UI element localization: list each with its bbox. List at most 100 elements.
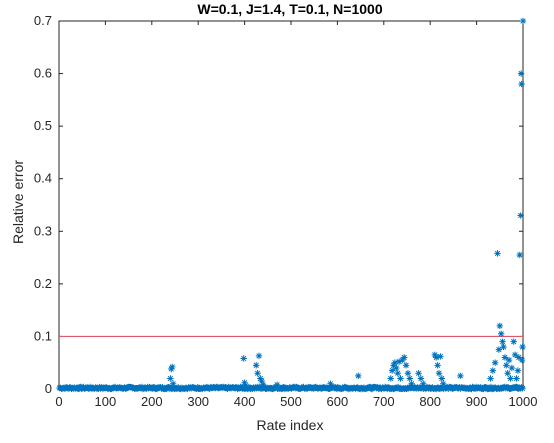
data-point <box>169 380 177 387</box>
data-point <box>510 338 517 345</box>
x-tick-label: 500 <box>280 394 302 409</box>
x-tick-label: 0 <box>55 394 62 409</box>
data-point <box>394 370 401 377</box>
data-point <box>431 351 439 359</box>
data-point <box>518 356 526 364</box>
data-point <box>402 362 410 369</box>
data-point <box>513 375 520 382</box>
x-tick-label: 1000 <box>509 394 538 409</box>
data-point <box>259 381 267 388</box>
data-point <box>499 338 506 345</box>
plot-area: 0 100 200 300 400 500 600 700 800 900 1000 0 0.1 0.2 0… <box>34 13 538 409</box>
data-point <box>388 367 396 374</box>
data-point <box>393 364 400 372</box>
data-point <box>507 375 514 382</box>
x-tick-label: 700 <box>373 394 395 409</box>
data-point <box>258 377 265 385</box>
data-point <box>420 380 427 387</box>
data-point <box>397 375 404 382</box>
baseline-point <box>224 385 231 393</box>
data-point <box>517 212 524 219</box>
data-point <box>518 80 525 88</box>
data-point <box>391 359 399 366</box>
data-point <box>500 343 507 351</box>
y-tick-label: 0.4 <box>34 171 52 186</box>
y-tick: 0.5 <box>34 118 523 133</box>
data-point <box>169 363 176 371</box>
x-tick-label: 900 <box>466 394 488 409</box>
baseline-point <box>61 385 69 393</box>
data-point <box>511 351 519 359</box>
chart-title: W=0.1, J=1.4, T=0.1, N=1000 <box>197 1 382 17</box>
data-point <box>514 367 522 374</box>
data-point <box>433 354 440 361</box>
data-point <box>273 381 281 388</box>
data-point <box>497 330 505 337</box>
data-point <box>491 359 499 366</box>
data-point <box>501 354 509 361</box>
data-point <box>404 370 412 377</box>
data-point <box>253 362 260 369</box>
x-tick-label: 600 <box>327 394 349 409</box>
y-tick-label: 0 <box>45 381 52 396</box>
data-point <box>435 370 443 377</box>
baseline-point <box>143 385 150 393</box>
data-point <box>387 375 394 382</box>
data-point <box>415 370 422 377</box>
x-tick-label: 100 <box>95 394 117 409</box>
data-point <box>438 375 445 382</box>
y-tick-label: 0.3 <box>34 223 52 238</box>
data-point <box>439 380 447 387</box>
data-point <box>517 70 525 77</box>
data-point <box>355 372 362 380</box>
data-point <box>327 380 334 387</box>
data-point <box>434 362 441 369</box>
y-tick: 0.3 <box>34 223 523 238</box>
baseline-point <box>206 385 213 392</box>
y-tick: 0.2 <box>34 276 523 291</box>
x-axis-label: Rate index <box>257 417 324 433</box>
data-point <box>457 372 464 380</box>
data-point <box>257 375 264 382</box>
y-tick-label: 0.1 <box>34 328 52 343</box>
data-point <box>437 353 444 360</box>
data-point <box>495 346 503 353</box>
data-point <box>241 379 248 386</box>
data-point <box>390 362 397 369</box>
y-tick: 0.4 <box>34 171 523 186</box>
y-tick-label: 0.5 <box>34 118 52 133</box>
data-point <box>515 354 523 361</box>
y-tick-label: 0.6 <box>34 66 52 81</box>
data-point <box>408 380 415 387</box>
data-point <box>167 375 174 382</box>
data-point <box>519 17 527 25</box>
data-point <box>519 343 526 351</box>
data-point <box>494 250 501 257</box>
data-point <box>505 356 513 364</box>
data-point <box>487 375 494 382</box>
y-axis-label: Relative error <box>10 160 26 244</box>
data-point <box>399 356 406 364</box>
data-point <box>254 370 261 377</box>
y-tick-label: 0.2 <box>34 276 52 291</box>
x-tick-label: 200 <box>141 394 163 409</box>
data-point <box>508 364 516 372</box>
data-point <box>240 355 247 362</box>
data-point <box>168 365 175 373</box>
axes-box <box>58 20 524 390</box>
data-point <box>496 322 503 330</box>
x-tick-label: 300 <box>187 394 209 409</box>
baseline-point <box>519 385 526 392</box>
data-point <box>417 375 425 382</box>
data-point <box>516 251 523 259</box>
data-point <box>489 367 497 374</box>
data-point <box>395 358 403 365</box>
data-point <box>242 382 249 390</box>
data-point <box>401 354 408 361</box>
data-point <box>503 362 510 369</box>
y-tick-label: 0.7 <box>34 13 52 28</box>
data-point <box>406 375 413 382</box>
baseline-point <box>280 384 288 391</box>
x-tick-label: 800 <box>419 394 441 409</box>
